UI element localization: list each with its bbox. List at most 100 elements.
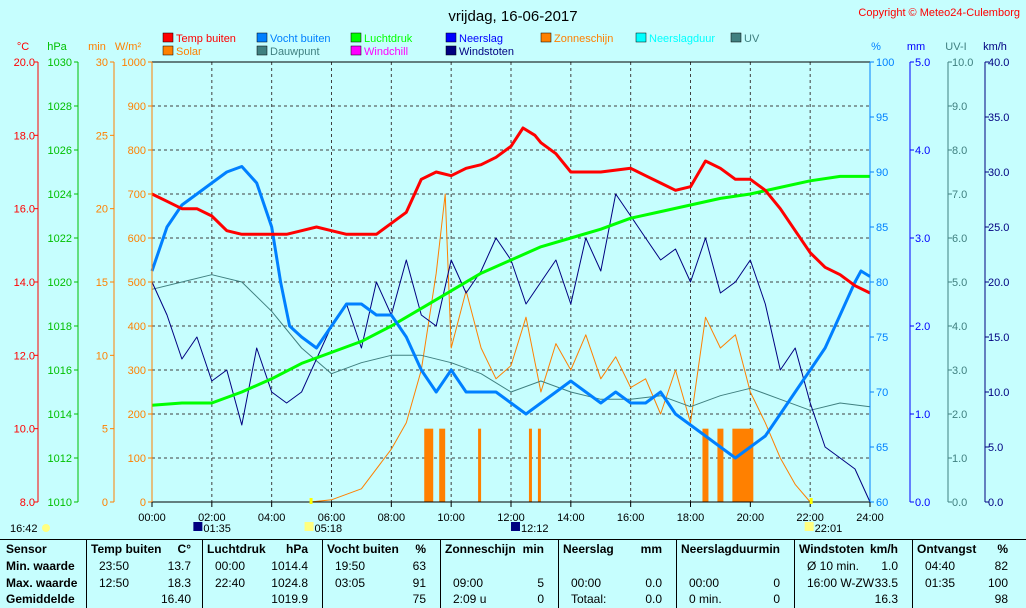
pressure-axis-tick-label: 1024 [48, 189, 72, 201]
axes: 8.0 10.0 12.0 14.0 16.0 18.0 20.0 1010 1012 1014 1… [14, 41, 1010, 524]
moon-icon [193, 522, 203, 531]
table-column-divider [86, 539, 87, 608]
x-tick-label: 06:00 [318, 512, 346, 524]
x-tick-label: 18:00 [677, 512, 705, 524]
sun-icon [304, 522, 314, 531]
pressure-axis-tick-label: 1018 [48, 321, 72, 333]
uv-axis-tick-label: 5.0 [952, 277, 967, 289]
uv-axis-tick-label: 9.0 [952, 101, 967, 113]
table-header: Vocht buiten [327, 542, 399, 556]
chart-title: vrijdag, 16-06-2017 [448, 8, 577, 25]
sunshine-bar [424, 428, 434, 502]
humidity-axis-tick-label: 70 [876, 387, 888, 399]
pressure-axis-tick-label: 1014 [48, 409, 72, 421]
sun-icon [42, 524, 50, 532]
table-cell-time: 00:00 [215, 559, 246, 573]
temp-axis-tick-label: 12.0 [14, 350, 35, 362]
humidity-axis-tick-label: 95 [876, 112, 888, 124]
solar-axis-tick-label: 100 [128, 453, 146, 465]
wind-axis-tick-label: 0.0 [988, 497, 1003, 509]
table-top-border [0, 539, 1026, 540]
temp-axis-tick-label: 8.0 [20, 497, 35, 509]
legend-swatch [256, 45, 268, 56]
rain-axis-tick-label: 2.0 [915, 321, 930, 333]
sun-icon [804, 522, 814, 531]
temp-axis-tick-label: 18.0 [14, 130, 35, 142]
x-tick-label: 24:00 [856, 512, 884, 524]
table-header: Neerslagduur [681, 542, 759, 556]
table-cell-time: 01:35 [925, 576, 956, 590]
legend-swatch [635, 32, 647, 43]
table-cell-time: 09:00 [453, 576, 484, 590]
unit-label-kmh: km/h [983, 41, 1007, 53]
uv-axis-tick-label: 7.0 [952, 189, 967, 201]
unit-label-mm: mm [907, 41, 925, 53]
uv-axis-tick-label: 8.0 [952, 145, 967, 157]
wind-axis-tick-label: 5.0 [988, 442, 1003, 454]
sunshine-axis-tick-label: 25 [96, 130, 108, 142]
table-column-divider [676, 539, 677, 608]
table-cell-time: 16:00 W-ZW [807, 576, 875, 590]
humidity-axis-tick-label: 75 [876, 332, 888, 344]
pressure-axis-tick-label: 1026 [48, 145, 72, 157]
unit-label-min: min [88, 41, 106, 53]
pressure-axis-tick-label: 1016 [48, 365, 72, 377]
rain-axis-tick-label: 4.0 [915, 145, 930, 157]
legend-swatch [540, 32, 552, 43]
legend-label: Vocht buiten [270, 33, 331, 45]
legend-label: Dauwpunt [270, 46, 320, 58]
sunshine-axis-tick-label: 15 [96, 277, 108, 289]
unit-label-temp: °C [17, 41, 29, 53]
wind-axis-tick-label: 10.0 [988, 387, 1009, 399]
series-line-temp-buiten [151, 126, 871, 295]
legend-swatch [350, 32, 362, 43]
solar-axis-tick-label: 0 [140, 497, 146, 509]
humidity-axis-tick-label: 65 [876, 442, 888, 454]
sunset-time: 22:01 [815, 523, 843, 535]
legend-label: UV [744, 33, 760, 45]
humidity-axis-tick-label: 85 [876, 222, 888, 234]
table-column-divider [912, 539, 913, 608]
pressure-axis-tick-label: 1028 [48, 101, 72, 113]
series-line-vocht-buiten [150, 165, 871, 460]
copyright: Copyright © Meteo24-Culemborg [858, 7, 1020, 19]
table-row-label: Max. waarde [6, 576, 78, 590]
solar-axis-tick-label: 700 [128, 189, 146, 201]
x-tick-label: 02:00 [198, 512, 226, 524]
solar-axis-tick-label: 500 [128, 277, 146, 289]
unit-label-hpa: hPa [47, 41, 67, 53]
legend-swatch [350, 45, 362, 56]
moonset-time: 12:12 [521, 523, 549, 535]
moonrise-time: 01:35 [203, 523, 231, 535]
table-row-label: Gemiddelde [6, 592, 75, 606]
wind-axis-tick-label: 15.0 [988, 332, 1009, 344]
temp-axis-tick-label: 14.0 [14, 277, 35, 289]
moon-icon [510, 522, 520, 531]
uv-axis-tick-label: 6.0 [952, 233, 967, 245]
x-tick-label: 00:00 [138, 512, 166, 524]
sunshine-axis-tick-label: 10 [96, 350, 108, 362]
x-tick-label: 20:00 [737, 512, 765, 524]
table-column-divider [794, 539, 795, 608]
legend-swatch [730, 32, 742, 43]
humidity-axis-tick-label: 100 [876, 57, 894, 69]
sunset-prev-time: 16:42 [10, 523, 38, 535]
legend-label: Temp buiten [176, 33, 236, 45]
series-line-dauwpunt [151, 274, 871, 411]
table-cell-time: 00:00 [689, 576, 720, 590]
table-cell-time: 00:00 [571, 576, 602, 590]
solar-axis-tick-label: 1000 [122, 57, 146, 69]
table-column-divider [322, 539, 323, 608]
sunset-marker [809, 498, 813, 504]
x-tick-label: 10:00 [437, 512, 465, 524]
solar-axis-tick-label: 400 [128, 321, 146, 333]
solar-axis-tick-label: 200 [128, 409, 146, 421]
wind-axis-tick-label: 20.0 [988, 277, 1009, 289]
table-header: Zonneschijn [445, 542, 516, 556]
legend-label: Zonneschijn [554, 33, 613, 45]
legend-swatch [162, 32, 174, 43]
sunshine-axis-tick-label: 0 [102, 497, 108, 509]
sunshine-axis-tick-label: 5 [102, 424, 108, 436]
pressure-axis-tick-label: 1012 [48, 453, 72, 465]
